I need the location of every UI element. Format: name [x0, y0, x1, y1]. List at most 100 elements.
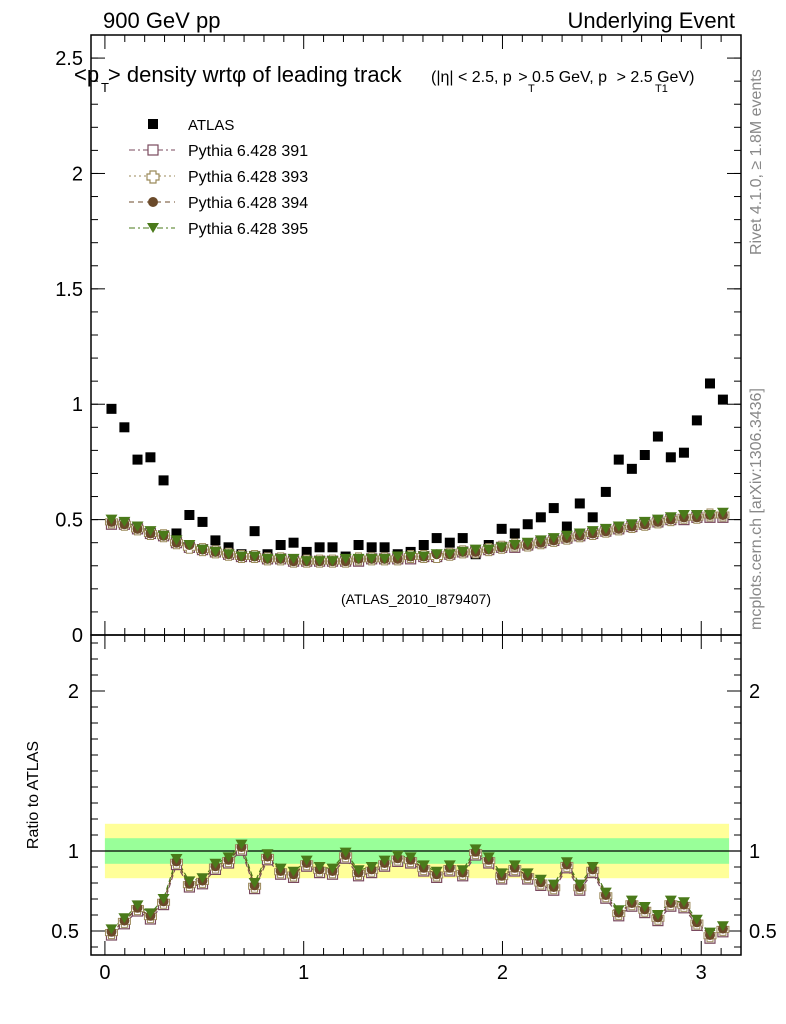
atlas-point [223, 542, 234, 553]
atlas-point [535, 512, 546, 523]
ratio-data-marks [104, 839, 730, 944]
ratio-395-point [404, 852, 417, 863]
ratio-ytick-label: 1 [68, 841, 79, 863]
pythia-395-point [651, 514, 664, 525]
pythia-395-point [469, 544, 482, 555]
legend-marker-393 [146, 170, 160, 184]
ratio-395-point [391, 850, 404, 861]
pythia-395-point [430, 549, 443, 560]
main-ytick-label: 1 [72, 394, 83, 416]
ratio-395-point [703, 927, 716, 938]
pythia-395-point [105, 514, 118, 525]
atlas-point [587, 512, 598, 523]
pythia-395-point [157, 530, 170, 541]
pythia-395-point [144, 526, 157, 537]
ratio-395-point [105, 924, 118, 935]
ratio-395-point [196, 873, 209, 884]
atlas-point [210, 535, 221, 546]
atlas-point [158, 475, 169, 486]
ratio-395-point [482, 852, 495, 863]
legend-entry-393: Pythia 6.428 393 [188, 169, 308, 186]
ratio-395-point [352, 865, 365, 876]
atlas-point [171, 528, 182, 539]
pythia-395-point [118, 516, 131, 527]
ratio-395-point [326, 863, 339, 874]
atlas-point [509, 528, 520, 539]
pythia-395-point [703, 510, 716, 520]
ratio-395-point [443, 860, 456, 871]
atlas-point [600, 486, 611, 497]
atlas-point [418, 540, 429, 550]
ratio-395-point [625, 895, 638, 906]
ratio-panel: 0.5 0.5 1 1 2 2 0 1 2 3 Ratio to ATLAS [25, 634, 777, 984]
pythia-395-point [391, 551, 404, 562]
pythia-395-point [716, 507, 729, 518]
sub-subscript-pT: T [528, 83, 535, 95]
legend-marker-391 [147, 144, 159, 156]
pythia-395-point [586, 526, 599, 537]
main-ytick-label: 0.5 [55, 510, 83, 532]
pythia-395-point [209, 546, 222, 557]
main-ytick-label: 1.5 [55, 279, 83, 301]
atlas-point [301, 546, 312, 557]
ratio-395-point [157, 894, 170, 904]
ratio-xtick-label: 2 [497, 962, 508, 984]
atlas-point [132, 454, 143, 465]
atlas-point [197, 516, 208, 527]
ratio-axis-ticks: 0.5 0.5 1 1 2 2 0 1 2 3 [51, 635, 777, 984]
pythia-395-point [560, 530, 573, 541]
pythia-395-point [664, 512, 677, 523]
ratio-395-point [430, 866, 443, 877]
ratio-395-point [248, 878, 261, 888]
pythia-395-point [131, 521, 144, 532]
ratio-395-point [508, 860, 521, 871]
ratio-395-point [118, 913, 131, 924]
ratio-xtick-label: 3 [696, 962, 707, 984]
atlas-point [522, 519, 533, 530]
ratio-395-point [690, 914, 703, 925]
atlas-point [145, 452, 156, 463]
ratio-395-point [651, 910, 664, 920]
ratio-395-point [560, 857, 573, 868]
pythia-395-point [378, 553, 391, 564]
legend-entry-391: Pythia 6.428 391 [188, 143, 308, 160]
pythia-395-point [326, 556, 339, 567]
ratio-395-point [235, 839, 248, 850]
atlas-point [704, 378, 715, 389]
pythia-395-point [196, 544, 209, 555]
ratio-395-point [521, 868, 534, 879]
main-axis-ticks: 0.5 1 1.5 2 2.5 0 [55, 35, 741, 647]
ratio-395-point [638, 902, 651, 912]
ratio-395-point [586, 862, 599, 872]
atlas-point [249, 526, 260, 537]
pythia-395-point [313, 556, 326, 567]
ratio-395-point [573, 879, 586, 890]
ratio-395-point [469, 844, 482, 855]
pythia-395-point [534, 535, 547, 546]
main-ytick-label-zero: 0 [72, 625, 83, 647]
pythia-395-point [443, 549, 456, 560]
pythia-395-point [573, 528, 586, 539]
pythia-395-point [339, 553, 352, 564]
ratio-395-point [144, 908, 157, 919]
ratio-ytick-label: 2 [68, 681, 79, 703]
pythia-395-point [521, 537, 534, 548]
ratio-395-point [417, 860, 430, 871]
atlas-point [366, 542, 377, 553]
pythia-395-point [677, 510, 690, 520]
pythia-395-point [287, 553, 300, 564]
pythia-395-point [495, 542, 508, 553]
atlas-point [665, 452, 676, 463]
ratio-395-point [183, 876, 196, 887]
ratio-395-point [495, 868, 508, 879]
atlas-point [639, 450, 650, 460]
ratio-395-point [365, 862, 378, 872]
legend-marker-395 [147, 223, 159, 233]
ratio-395-point [274, 863, 287, 874]
pythia-395-point [170, 535, 183, 546]
atlas-point [574, 498, 585, 509]
atlas-point [717, 394, 728, 405]
atlas-point [652, 431, 663, 442]
legend-entry-394: Pythia 6.428 394 [188, 195, 308, 212]
pythia-395-point [222, 549, 235, 560]
